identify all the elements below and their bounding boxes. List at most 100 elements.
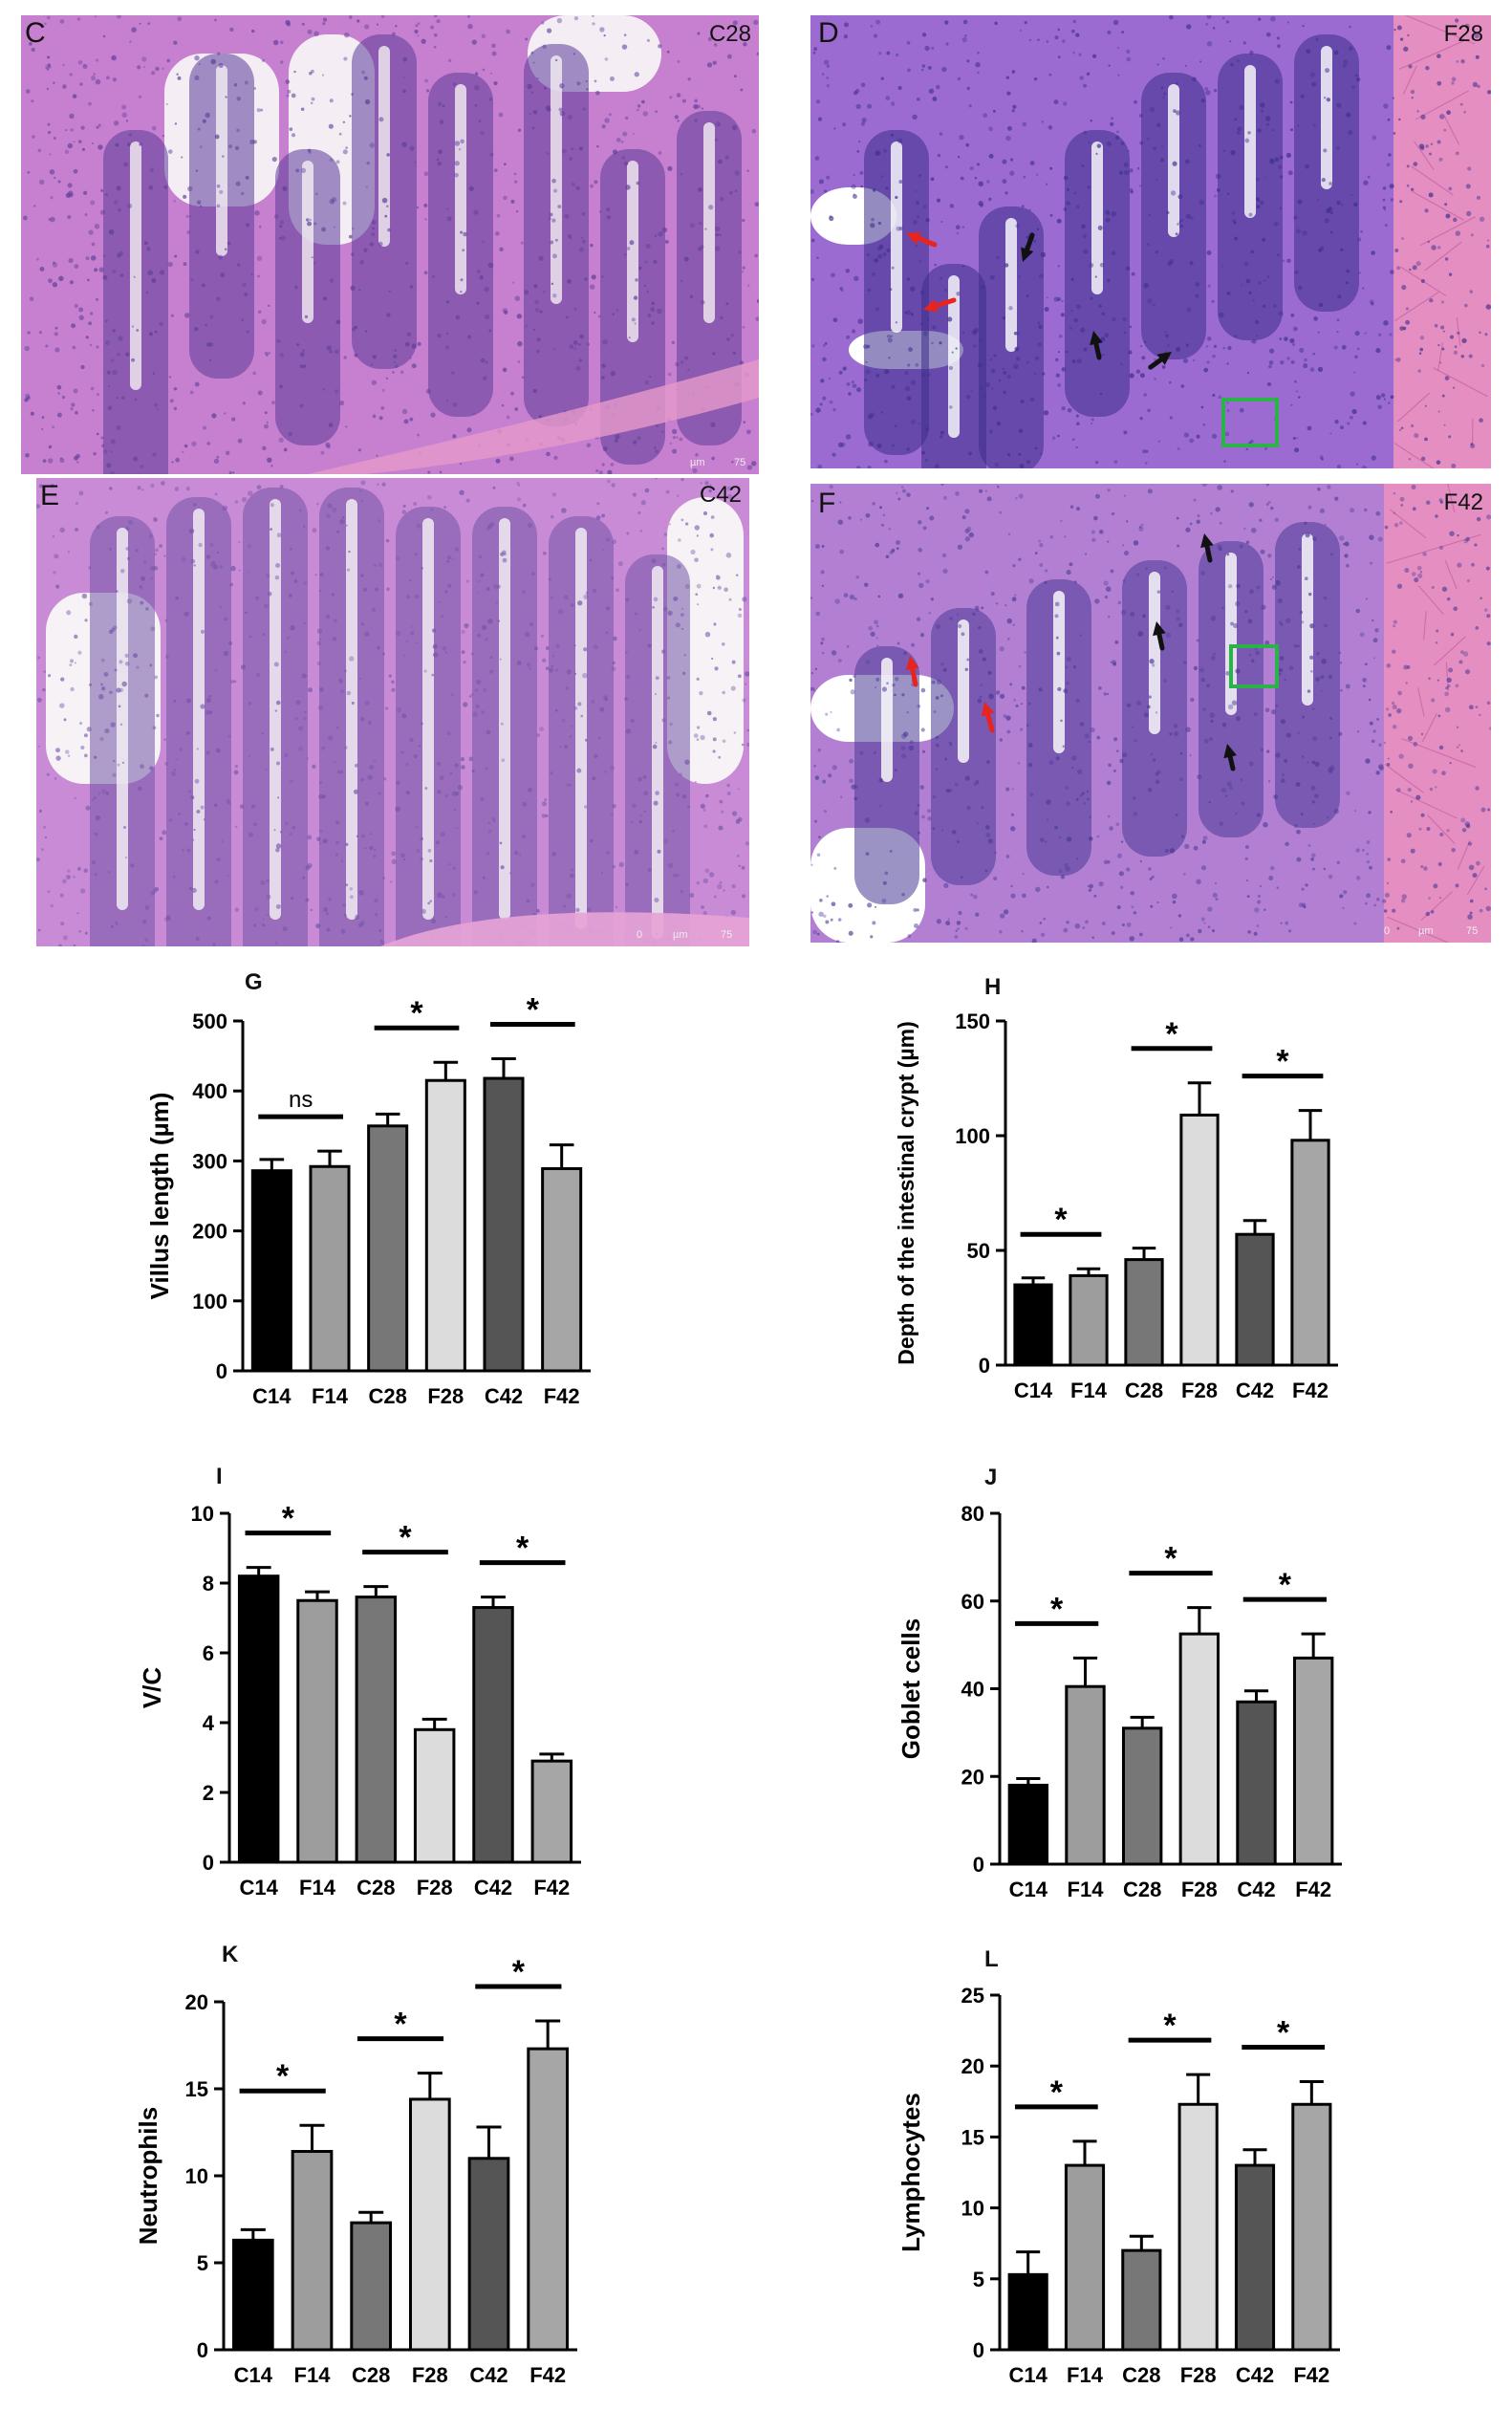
nucleus — [1061, 406, 1066, 411]
nucleus — [1383, 103, 1389, 109]
nucleus — [197, 200, 202, 205]
nucleus — [1336, 318, 1340, 322]
nucleus — [423, 171, 429, 177]
y-tick-label: 4 — [203, 1711, 215, 1735]
nucleus — [871, 217, 875, 222]
nucleus — [334, 761, 336, 764]
nucleus — [897, 593, 904, 599]
nucleus — [1016, 357, 1021, 361]
nucleus — [741, 743, 745, 747]
nucleus — [1024, 20, 1027, 25]
nucleus — [1304, 521, 1307, 525]
nucleus — [118, 336, 123, 341]
nucleus — [1451, 847, 1456, 853]
nucleus — [1341, 204, 1344, 206]
nucleus — [1397, 690, 1402, 696]
muscle-fiber — [1433, 367, 1488, 398]
nucleus — [62, 879, 67, 884]
nucleus — [346, 690, 352, 696]
nucleus — [320, 450, 325, 455]
nucleus — [65, 129, 68, 132]
nucleus — [46, 772, 50, 776]
nucleus — [373, 854, 377, 858]
nucleus — [283, 447, 288, 452]
nucleus — [1420, 456, 1426, 462]
nucleus — [553, 455, 558, 460]
nucleus — [917, 831, 920, 835]
nucleus — [941, 553, 947, 558]
nucleus — [1290, 359, 1295, 364]
nucleus — [1407, 788, 1412, 792]
nucleus — [489, 72, 492, 75]
nucleus — [1416, 110, 1419, 113]
nucleus — [1211, 299, 1215, 303]
nucleus — [816, 256, 819, 260]
nucleus — [940, 430, 945, 435]
nucleus — [839, 287, 844, 291]
nucleus — [961, 876, 963, 879]
nucleus — [594, 79, 597, 83]
nucleus — [935, 464, 940, 468]
nucleus — [1409, 268, 1412, 271]
nucleus — [1355, 848, 1360, 853]
nucleus — [307, 221, 313, 227]
nucleus — [141, 489, 144, 491]
nucleus — [673, 873, 677, 878]
nucleus — [1034, 356, 1040, 360]
nucleus — [663, 838, 669, 844]
nucleus — [661, 430, 664, 433]
nucleus — [906, 41, 911, 45]
nucleus — [559, 83, 565, 89]
bar-f42 — [1292, 1656, 1334, 1866]
nucleus — [341, 515, 345, 519]
nucleus — [1110, 661, 1112, 663]
nucleus — [1299, 347, 1305, 353]
nucleus — [1420, 145, 1425, 151]
nucleus — [454, 161, 460, 166]
nucleus — [230, 680, 234, 684]
nucleus — [1183, 661, 1187, 664]
nucleus — [697, 32, 701, 35]
nucleus — [193, 828, 196, 832]
nucleus — [1448, 186, 1453, 191]
nucleus — [1018, 452, 1022, 456]
nucleus — [1208, 801, 1211, 804]
nucleus — [74, 634, 78, 640]
nucleus — [1062, 39, 1066, 43]
x-tick-label: F42 — [1293, 2363, 1329, 2387]
nucleus — [1156, 122, 1161, 127]
nucleus — [316, 836, 321, 842]
nucleus — [728, 597, 732, 601]
nucleus — [452, 402, 458, 407]
nucleus — [334, 389, 339, 394]
nucleus — [1296, 829, 1301, 835]
nucleus — [1111, 931, 1115, 936]
nucleus — [612, 149, 618, 155]
nucleus — [1054, 825, 1058, 830]
nucleus — [43, 825, 47, 829]
nucleus — [1167, 261, 1173, 267]
x-tick-label: F42 — [1295, 1878, 1331, 1901]
nucleus — [1108, 814, 1111, 818]
nucleus — [460, 757, 464, 762]
y-axis-label: Lymphocytes — [896, 2093, 925, 2252]
nucleus — [168, 818, 173, 822]
nucleus — [917, 704, 921, 708]
nucleus — [94, 832, 98, 836]
nucleus — [521, 834, 527, 839]
nucleus — [374, 849, 377, 852]
nucleus — [936, 84, 940, 90]
nucleus — [1264, 447, 1267, 450]
nucleus — [606, 479, 611, 484]
nucleus — [318, 793, 324, 799]
nucleus — [968, 104, 972, 108]
nucleus — [842, 122, 847, 127]
nucleus — [376, 23, 379, 26]
y-axis-label: Neutrophils — [134, 2107, 162, 2245]
nucleus — [1239, 544, 1243, 549]
nucleus — [1169, 258, 1175, 265]
nucleus — [1355, 74, 1358, 77]
bar-f28 — [413, 1727, 456, 1864]
nucleus — [75, 528, 79, 532]
y-tick-label: 15 — [961, 2125, 984, 2149]
